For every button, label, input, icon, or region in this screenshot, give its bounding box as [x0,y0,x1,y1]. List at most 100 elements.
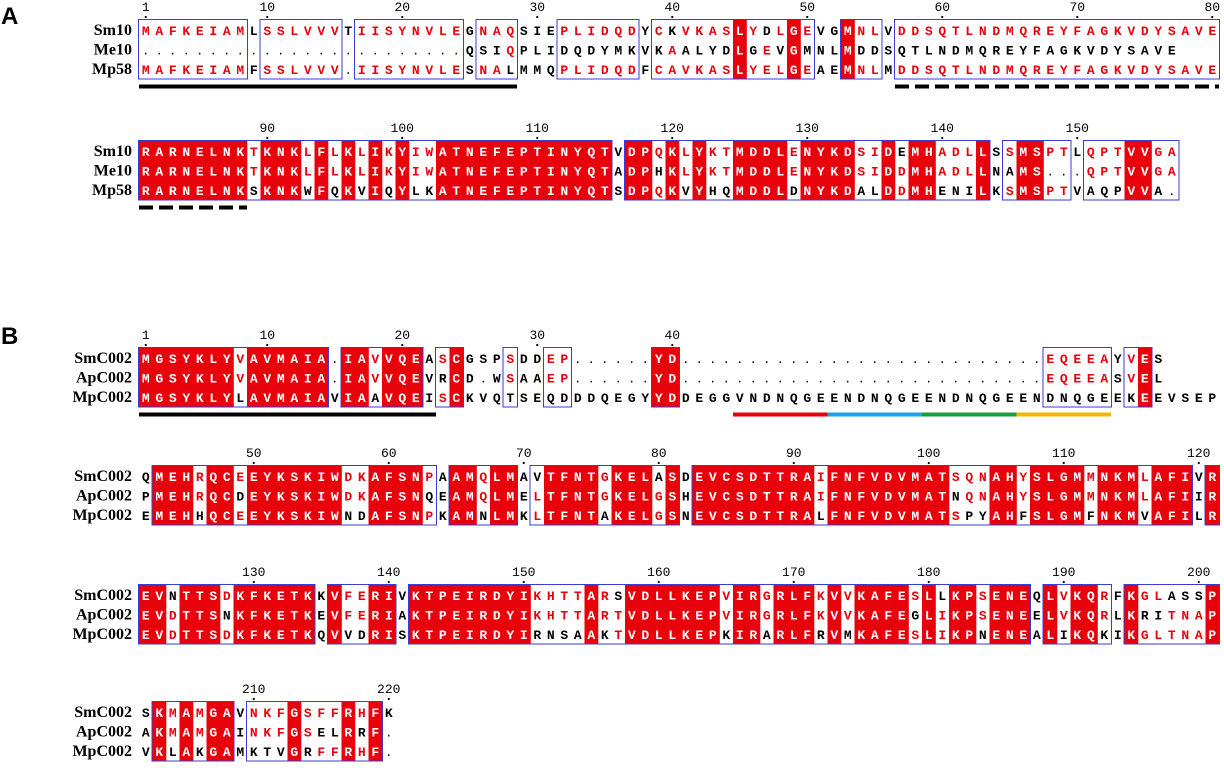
residue: C [722,509,730,524]
residue: A [250,372,258,387]
gap: . [736,373,743,387]
residue: Q [601,391,609,406]
residue: D [641,589,649,604]
residue: I [533,24,541,39]
residue: K [263,609,271,624]
residue: I [371,165,379,180]
gap: . [169,45,176,59]
position-tick-dot [536,343,539,347]
residue: D [223,628,231,643]
residue: P [1100,145,1108,160]
residue: D [911,24,919,39]
residue: P [709,609,717,624]
conservation-box [327,584,397,645]
residue: V [844,609,852,624]
residue: K [533,589,541,604]
gap: . [345,64,352,78]
residue: L [290,24,298,39]
residue: A [1100,352,1108,367]
residue: L [412,184,420,199]
residue: Q [587,184,595,199]
residue: V [722,609,730,624]
residue: A [817,63,825,78]
residue: I [371,145,379,160]
residue: Q [722,184,730,199]
residue: N [1006,609,1014,624]
residue: Y [1154,63,1162,78]
position-tick-dot [536,136,539,140]
residue: F [493,145,501,160]
residue: M [803,44,811,59]
residue: L [1195,509,1203,524]
residue: E [1208,63,1216,78]
residue: Q [506,44,514,59]
residue: F [1168,509,1176,524]
identity-column [463,466,477,525]
residue: D [790,184,798,199]
residue: M [236,63,244,78]
residue: T [196,589,204,604]
position-tick-label: 60 [934,0,950,15]
residue: A [992,509,1000,524]
residue: S [736,509,744,524]
residue: A [938,165,946,180]
residue: K [857,589,865,604]
residue: D [898,63,906,78]
residue: V [398,589,406,604]
residue: I [385,589,393,604]
residue: L [250,24,258,39]
sequence-name: MpC002 [72,389,132,406]
residue: N [412,509,420,524]
residue: D [601,24,609,39]
residue: R [1033,24,1041,39]
residue: P [1208,391,1216,406]
residue: A [439,470,447,485]
residue: M [236,745,244,760]
residue: V [1127,63,1135,78]
residue: N [250,726,258,741]
residue: R [749,609,757,624]
residue: A [992,490,1000,505]
residue: L [736,24,744,39]
residue: M [911,509,919,524]
residue: S [952,470,960,485]
residue: K [857,628,865,643]
residue: V [331,63,339,78]
residue: I [1114,628,1122,643]
residue: G [290,726,298,741]
residue: P [560,352,568,367]
identity-column [976,141,990,200]
residue: L [304,145,312,160]
gap: . [1168,185,1175,199]
residue: E [479,184,487,199]
residue: T [452,145,460,160]
residue: F [1114,589,1122,604]
identity-column [557,466,572,525]
residue: L [776,145,784,160]
residue: D [358,509,366,524]
identity-column [908,466,923,525]
residue: E [1019,589,1027,604]
residue: K [1127,628,1135,643]
position-tick-dot [387,461,390,465]
identity-column [787,585,801,644]
position-tick-label: 130 [242,565,265,580]
residue: E [277,589,285,604]
residue: T [763,470,771,485]
residue: C [655,24,663,39]
gap: . [790,353,797,367]
conservation-box [543,347,572,408]
residue: D [952,44,960,59]
position-tick-dot [657,461,660,465]
residue: V [776,44,784,59]
residue: R [776,589,784,604]
residue: K [952,589,960,604]
residue: M [844,24,852,39]
residue: K [1100,628,1108,643]
residue: E [790,145,798,160]
residue: V [898,470,906,485]
residue: V [425,24,433,39]
residue: H [182,509,190,524]
residue: P [1208,609,1216,624]
residue: N [803,184,811,199]
